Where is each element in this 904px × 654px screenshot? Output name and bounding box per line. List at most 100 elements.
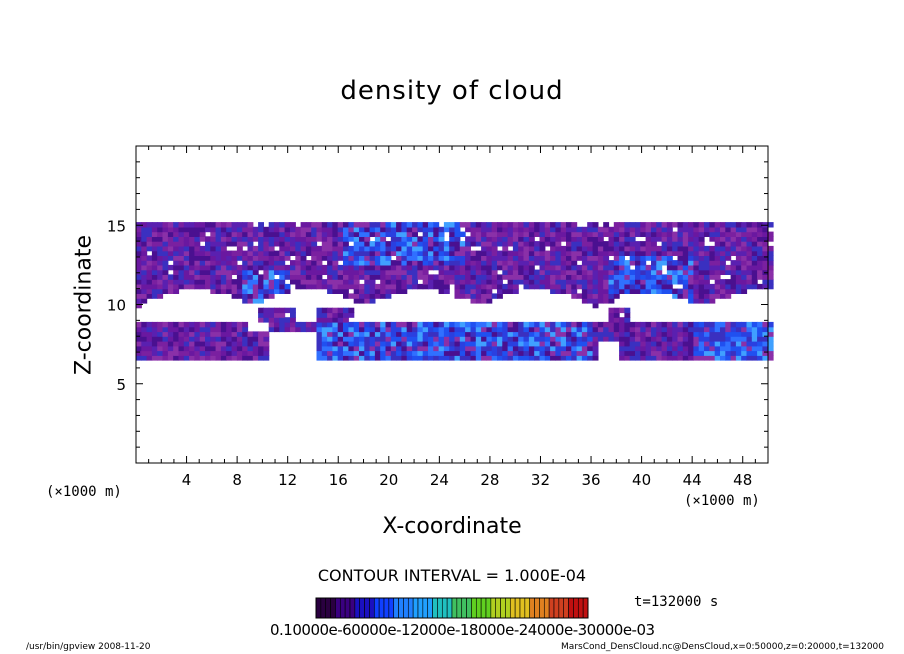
- cloud-cell: [167, 274, 174, 280]
- cloud-cell: [401, 326, 408, 333]
- cloud-cell: [210, 283, 217, 290]
- cloud-cell: [741, 274, 748, 280]
- cloud-cell: [401, 279, 408, 285]
- cloud-cell: [252, 250, 259, 256]
- cloud-cell: [359, 255, 365, 261]
- cloud-cell: [677, 355, 684, 361]
- cloud-cell: [656, 250, 663, 256]
- cloud-cell: [417, 283, 424, 290]
- cloud-cell: [651, 269, 657, 275]
- cloud-cell: [645, 350, 652, 356]
- cloud-cell: [714, 274, 721, 280]
- cloud-cell: [576, 326, 583, 333]
- cloud-cell: [592, 274, 599, 280]
- cloud-cell: [428, 321, 434, 328]
- cloud-cell: [189, 355, 195, 361]
- cloud-cell: [619, 260, 625, 266]
- cloud-cell: [571, 345, 578, 352]
- cloud-cell: [597, 255, 604, 261]
- cloud-cell: [651, 231, 657, 237]
- cloud-cell: [481, 283, 487, 290]
- cloud-cell: [263, 345, 270, 352]
- cloud-cell: [146, 350, 153, 356]
- cloud-cell: [300, 222, 307, 228]
- cloud-cell: [173, 250, 180, 256]
- cloud-cell: [194, 264, 201, 271]
- cloud-cell: [311, 269, 318, 275]
- cloud-cell: [491, 321, 498, 328]
- cloud-cell: [337, 283, 344, 290]
- cloud-cell: [661, 255, 668, 261]
- cloud-cell: [767, 321, 774, 328]
- cloud-cell: [178, 250, 185, 256]
- cloud-cell: [226, 279, 233, 285]
- cloud-cell: [385, 345, 392, 352]
- cloud-cell: [359, 269, 365, 275]
- cloud-cell: [518, 250, 525, 256]
- cloud-cell: [321, 336, 328, 342]
- cloud-cell: [141, 331, 148, 337]
- cloud-cell: [327, 245, 333, 252]
- cloud-cell: [682, 283, 689, 290]
- cloud-cell: [571, 260, 578, 266]
- cloud-cell: [491, 279, 498, 285]
- cloud-cell: [173, 345, 180, 352]
- cloud-cell: [619, 255, 625, 261]
- cloud-cell: [359, 222, 365, 228]
- cloud-cell: [497, 264, 503, 271]
- cloud-cell: [730, 350, 737, 356]
- cloud-cell: [189, 326, 195, 333]
- cloud-cell: [332, 307, 339, 314]
- cloud-cell: [751, 326, 758, 333]
- cloud-cell: [337, 264, 344, 271]
- cloud-cell: [136, 341, 142, 347]
- cloud-cell: [220, 269, 227, 275]
- cloud-cell: [735, 345, 742, 352]
- cloud-cell: [735, 336, 742, 342]
- cloud-cell: [348, 350, 355, 356]
- colorbar-swatch: [495, 597, 501, 619]
- cloud-cell: [396, 274, 402, 280]
- colorbar-swatch: [315, 597, 322, 619]
- cloud-cell: [587, 345, 594, 352]
- cloud-cell: [746, 336, 753, 342]
- cloud-cell: [337, 350, 344, 356]
- cloud-cell: [194, 241, 201, 247]
- colorbar-swatch: [339, 597, 346, 619]
- cloud-cell: [321, 269, 328, 275]
- cloud-cell: [189, 321, 195, 328]
- cloud-cell: [406, 260, 413, 266]
- cloud-cell: [316, 260, 323, 266]
- cloud-cell: [369, 336, 376, 342]
- cloud-cell: [178, 283, 185, 290]
- cloud-cell: [576, 274, 583, 280]
- cloud-cell: [189, 350, 195, 356]
- cloud-cell: [523, 245, 530, 252]
- cloud-cell: [465, 226, 471, 233]
- cloud-cell: [353, 255, 360, 261]
- cloud-cell: [613, 250, 620, 256]
- cloud-cell: [762, 236, 769, 242]
- cloud-cell: [597, 241, 604, 247]
- cloud-cell: [215, 279, 222, 285]
- cloud-cell: [645, 345, 652, 352]
- cloud-cell: [682, 222, 689, 228]
- cloud-cell: [698, 250, 705, 256]
- cloud-cell: [332, 350, 339, 356]
- cloud-cell: [417, 355, 424, 361]
- cloud-cell: [539, 331, 546, 337]
- cloud-cell: [321, 345, 328, 352]
- cloud-cell: [544, 241, 551, 247]
- cloud-cell: [327, 264, 333, 271]
- cloud-cell: [560, 222, 567, 228]
- cloud-cell: [523, 226, 530, 233]
- cloud-cell: [295, 283, 302, 290]
- cloud-cell: [215, 264, 222, 271]
- cloud-cell: [566, 331, 572, 337]
- cloud-cell: [635, 331, 641, 337]
- cloud-cell: [226, 269, 233, 275]
- cloud-cell: [592, 293, 599, 299]
- cloud-cell: [757, 345, 763, 352]
- cloud-cell: [576, 226, 583, 233]
- cloud-cell: [475, 288, 482, 294]
